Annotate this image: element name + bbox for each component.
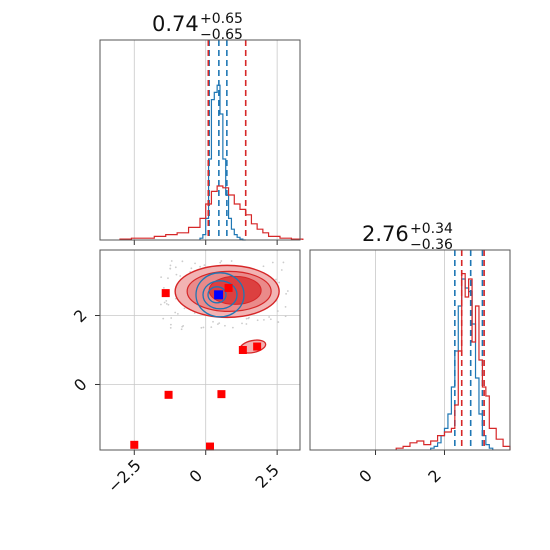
background-sample-dot — [218, 322, 221, 324]
background-sample-dot — [180, 328, 183, 331]
background-sample-dot — [160, 303, 162, 306]
background-sample-dot — [263, 318, 265, 321]
background-sample-dot — [162, 317, 165, 320]
background-sample-dot — [169, 326, 172, 329]
axes-frame — [309, 249, 511, 451]
histogram-series-1 — [199, 84, 246, 241]
background-sample-dot — [224, 324, 226, 327]
background-sample-dot — [169, 267, 172, 270]
background-sample-dot — [282, 261, 285, 264]
background-sample-dot — [245, 317, 248, 320]
sample-point-marker — [238, 346, 247, 354]
axes-frame — [99, 39, 301, 241]
background-sample-dot — [268, 316, 271, 318]
x-tick-label: −2.5 — [104, 456, 145, 497]
background-sample-dot — [200, 326, 203, 329]
background-sample-dot — [181, 325, 184, 328]
sample-point-marker — [217, 390, 226, 399]
background-sample-dot — [181, 260, 184, 263]
background-sample-dot — [262, 265, 265, 268]
background-sample-dot — [162, 287, 165, 289]
x-tick-label: 0 — [355, 466, 376, 487]
background-sample-dot — [210, 326, 213, 329]
background-sample-dot — [276, 310, 279, 312]
sample-point-marker — [253, 342, 262, 351]
blue-contour-mid — [202, 280, 238, 310]
background-sample-dot — [202, 326, 205, 329]
sample-point-marker — [224, 283, 233, 292]
sample-point-marker — [130, 440, 139, 449]
sample-point-marker — [164, 390, 173, 399]
background-sample-dot — [231, 326, 234, 329]
background-sample-dot — [212, 320, 214, 323]
background-sample-dot — [280, 269, 283, 271]
title-top-left: 0.74 +0.65 −0.65 — [152, 11, 243, 43]
background-sample-dot — [285, 292, 288, 295]
histogram-series-2 — [395, 273, 511, 450]
background-sample-dot — [284, 306, 287, 308]
background-sample-dot — [179, 275, 182, 277]
blue-contour-inner — [207, 286, 227, 304]
title-bottom-right-minus: −0.36 — [410, 237, 453, 253]
background-sample-dot — [176, 312, 179, 315]
title-bottom-right-plus: +0.34 — [410, 221, 453, 237]
background-sample-dot — [230, 260, 233, 262]
background-sample-dot — [220, 260, 223, 262]
truth-point-marker — [214, 290, 224, 300]
background-sample-dot — [219, 261, 222, 264]
background-sample-dot — [175, 273, 178, 276]
background-sample-dot — [248, 316, 250, 319]
sample-point-marker — [161, 289, 170, 298]
background-sample-dot — [286, 290, 289, 292]
x-tick-label: 2.5 — [252, 460, 283, 491]
x-tick-label: 2 — [424, 466, 445, 487]
title-top-left-minus: −0.65 — [200, 27, 243, 43]
axes-frame — [99, 249, 301, 451]
background-sample-dot — [163, 301, 166, 304]
background-sample-dot — [174, 266, 177, 269]
panel-top-left-histogram — [99, 39, 304, 245]
title-top-left-value: 0.74 — [152, 12, 199, 36]
background-sample-dot — [277, 321, 280, 323]
background-sample-dot — [167, 303, 170, 306]
sample-point-marker — [206, 442, 214, 451]
background-sample-dot — [216, 323, 219, 326]
background-sample-dot — [170, 317, 173, 319]
panel-bottom-left-contour: −2.5 0 2.5 0 2 — [70, 249, 301, 497]
background-sample-dot — [256, 319, 259, 322]
background-sample-dot — [199, 265, 202, 268]
title-bottom-right-value: 2.76 — [362, 222, 409, 246]
background-sample-dot — [194, 262, 196, 265]
title-bottom-right: 2.76 +0.34 −0.36 — [362, 221, 453, 253]
background-sample-dot — [269, 318, 272, 321]
background-sample-dot — [271, 261, 274, 264]
title-top-left-plus: +0.65 — [200, 11, 243, 27]
background-sample-dot — [170, 260, 173, 262]
x-tick-label: 0 — [186, 466, 207, 487]
background-sample-dot — [278, 281, 281, 284]
background-sample-dot — [183, 307, 186, 310]
y-tick-label: 2 — [70, 306, 91, 327]
background-sample-dot — [169, 323, 172, 326]
background-sample-dot — [203, 264, 206, 267]
background-sample-dot — [245, 323, 248, 325]
background-sample-dot — [190, 267, 193, 270]
blue-contour-outer — [195, 272, 245, 318]
y-tick-label: 0 — [70, 375, 91, 396]
background-sample-dot — [174, 311, 177, 314]
background-sample-dot — [160, 276, 163, 279]
background-sample-dot — [241, 322, 243, 325]
histogram-series-2 — [119, 185, 304, 240]
background-sample-dot — [167, 277, 169, 280]
background-sample-dot — [165, 299, 168, 302]
background-sample-dot — [275, 278, 277, 281]
background-sample-dot — [169, 264, 172, 267]
background-sample-dot — [284, 315, 287, 318]
background-sample-dot — [165, 302, 168, 305]
